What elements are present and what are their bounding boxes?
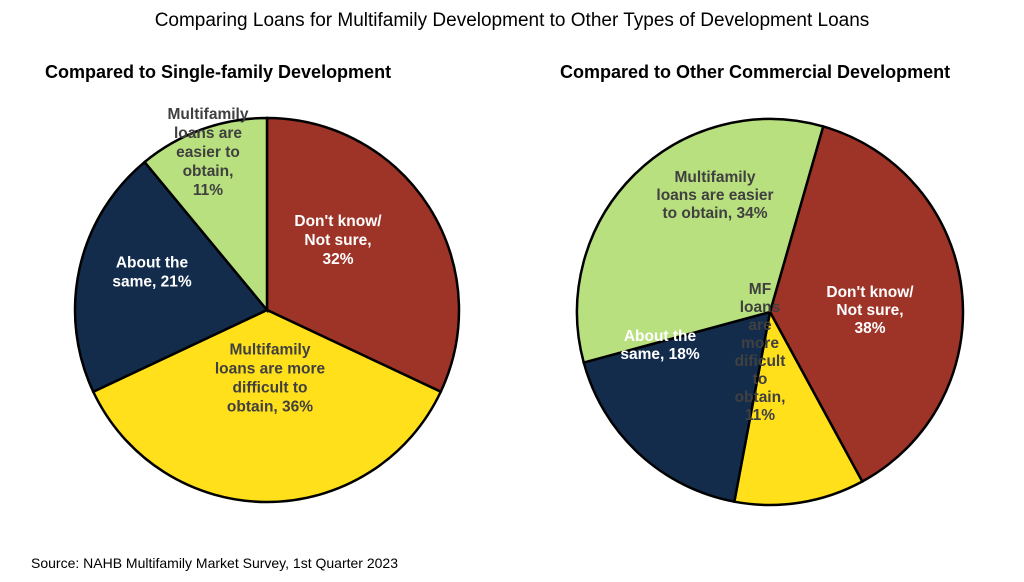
- slice-label-dont-know: Don't know/Not sure, 32%: [294, 213, 382, 268]
- slice-label-about-same: About the same, 21%: [112, 255, 191, 291]
- slice-label-more-difficult: MF loans are more dificult to obtain, 11%: [735, 281, 786, 424]
- slice-label-dont-know: Don't know/Not sure, 38%: [826, 284, 914, 337]
- pie-slice-easier: [575, 117, 825, 365]
- source-note: Source: NAHB Multifamily Market Survey, …: [31, 555, 398, 571]
- pie-slice-about-same: [582, 310, 772, 504]
- slice-label-easier: Multifamily loans are easier to obtain, 34…: [656, 169, 773, 222]
- pie-slice-more-difficult: [91, 308, 443, 504]
- slice-label-about-same: About the same, 18%: [620, 328, 699, 363]
- pie-slice-dont-know: [265, 116, 461, 394]
- slice-label-easier: Multifamily loans are easier to obtain, 11%: [168, 106, 249, 199]
- right-chart-title: Compared to Other Commercial Development: [560, 62, 951, 82]
- page-title: Comparing Loans for Multifamily Developm…: [154, 10, 870, 31]
- pie-slice-dont-know: [768, 124, 965, 484]
- slice-label-more-difficult: Multifamily loans are more difficult to obt…: [215, 342, 326, 416]
- pie-slice-more-difficult: [732, 308, 864, 507]
- pie-slice-about-same: [73, 160, 269, 394]
- pie-slice-easier: [142, 116, 269, 314]
- left-chart-title: Compared to Single-family Development: [45, 62, 392, 82]
